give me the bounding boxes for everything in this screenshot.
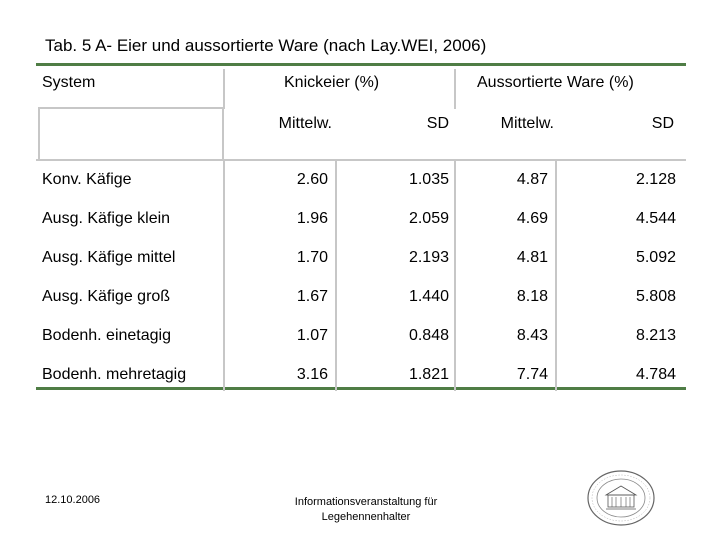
table-row: Konv. Käfige 2.60 1.035 4.87 2.128 — [36, 161, 686, 200]
knick-mean-value: 1.67 — [296, 288, 328, 305]
assort-sd-value: 2.128 — [635, 171, 676, 188]
assort-mean-value: 4.87 — [516, 171, 548, 188]
knick-sd-value: 1.035 — [408, 171, 449, 188]
column-divider — [555, 161, 557, 391]
table-row: Bodenh. mehretagig 3.16 1.821 7.74 4.784 — [36, 356, 686, 395]
assort-mean-value: 8.43 — [516, 327, 548, 344]
header-system: System — [42, 74, 96, 91]
table-row: Ausg. Käfige groß 1.67 1.440 8.18 5.808 — [36, 278, 686, 317]
row-label: Konv. Käfige — [42, 171, 132, 188]
data-table: System Knickeier (%) Aussortierte Ware (… — [36, 63, 686, 391]
subheader-knick-mean: Mittelw. — [278, 115, 332, 132]
subheader-assort-sd: SD — [651, 115, 674, 132]
subheader-assort-mean: Mittelw. — [500, 115, 554, 132]
knick-sd-value: 0.848 — [408, 327, 449, 344]
subheader-knick-sd: SD — [426, 115, 449, 132]
assort-mean-value: 4.81 — [516, 249, 548, 266]
assort-sd-value: 5.092 — [635, 249, 676, 266]
assort-sd-value: 8.213 — [635, 327, 676, 344]
knick-sd-value: 1.440 — [408, 288, 449, 305]
knick-mean-value: 3.16 — [296, 366, 328, 383]
header-empty-cell — [38, 107, 224, 161]
footer-event: Informationsveranstaltung für Legehennen… — [266, 495, 466, 525]
header-knickeier: Knickeier (%) — [284, 74, 380, 91]
slide-title: Tab. 5 A- Eier und aussortierte Ware (na… — [45, 36, 487, 55]
knick-mean-value: 1.70 — [296, 249, 328, 266]
table-row: Ausg. Käfige klein 1.96 2.059 4.69 4.544 — [36, 200, 686, 239]
knick-mean-value: 1.07 — [296, 327, 328, 344]
assort-sd-value: 4.784 — [635, 366, 676, 383]
knick-mean-value: 2.60 — [296, 171, 328, 188]
assort-mean-value: 8.18 — [516, 288, 548, 305]
row-label: Ausg. Käfige mittel — [42, 249, 176, 266]
column-divider — [335, 161, 337, 391]
knick-sd-value: 2.193 — [408, 249, 449, 266]
row-label: Ausg. Käfige klein — [42, 210, 171, 227]
table-row: Bodenh. einetagig 1.07 0.848 8.43 8.213 — [36, 317, 686, 356]
header-divider — [36, 159, 686, 161]
assort-sd-value: 5.808 — [635, 288, 676, 305]
column-divider — [454, 161, 456, 391]
row-label: Bodenh. einetagig — [42, 327, 171, 344]
column-divider — [223, 161, 225, 391]
assort-mean-value: 7.74 — [516, 366, 548, 383]
knick-sd-value: 1.821 — [408, 366, 449, 383]
row-label: Ausg. Käfige groß — [42, 288, 171, 305]
table-row: Ausg. Käfige mittel 1.70 2.193 4.81 5.09… — [36, 239, 686, 278]
knick-mean-value: 1.96 — [296, 210, 328, 227]
column-divider — [454, 69, 456, 109]
footer-event-line2: Legehennenhalter — [321, 511, 411, 523]
university-seal-icon — [587, 470, 655, 526]
assort-mean-value: 4.69 — [516, 210, 548, 227]
row-label: Bodenh. mehretagig — [42, 366, 187, 383]
assort-sd-value: 4.544 — [635, 210, 676, 227]
header-aussortiert: Aussortierte Ware (%) — [477, 74, 634, 91]
footer-date: 12.10.2006 — [45, 494, 101, 506]
knick-sd-value: 2.059 — [408, 210, 449, 227]
column-divider — [223, 69, 225, 109]
footer-event-line1: Informationsveranstaltung für — [294, 496, 438, 508]
